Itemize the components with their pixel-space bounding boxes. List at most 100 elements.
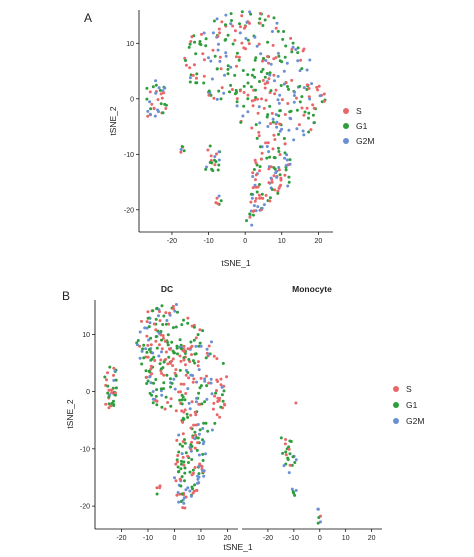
point-g1 [252, 68, 255, 72]
point-s [176, 454, 180, 457]
panel-a-y-label: tSNE_2 [108, 106, 118, 136]
point-s [205, 374, 208, 378]
point-g2m [316, 507, 320, 511]
point-s [216, 202, 220, 206]
point-s [194, 433, 198, 437]
point-g1 [291, 490, 295, 494]
point-g1 [195, 448, 199, 452]
point-g1 [164, 395, 168, 399]
point-s [260, 97, 263, 101]
point-s [276, 189, 280, 193]
point-s [242, 26, 246, 30]
point-g2m [157, 314, 160, 318]
point-g2m [216, 48, 220, 52]
x-tick-label: -10 [203, 238, 213, 245]
point-s [161, 334, 165, 338]
point-s [178, 354, 182, 358]
point-s [218, 31, 222, 35]
point-s [278, 153, 282, 157]
point-s [184, 392, 188, 395]
point-g2m [160, 350, 163, 354]
point-s [174, 479, 178, 483]
point-s [114, 391, 117, 395]
point-g2m [195, 396, 198, 400]
point-g1 [179, 500, 183, 503]
point-s [211, 407, 215, 411]
point-g2m [264, 59, 268, 62]
point-g1 [177, 450, 181, 454]
point-g1 [265, 115, 269, 119]
point-s [305, 83, 309, 87]
point-s [189, 413, 193, 417]
point-s [315, 85, 319, 89]
point-s [212, 354, 216, 358]
point-g2m [285, 153, 289, 157]
point-s [273, 188, 277, 192]
point-g1 [170, 381, 174, 385]
point-s [215, 152, 218, 156]
point-s [233, 38, 237, 42]
point-s [235, 97, 239, 101]
point-g2m [285, 158, 289, 162]
point-g1 [246, 38, 250, 42]
point-g1 [191, 359, 195, 363]
point-g1 [293, 461, 297, 464]
point-g2m [194, 400, 198, 404]
point-s [253, 98, 257, 102]
point-g2m [144, 347, 148, 351]
point-g1 [226, 33, 230, 37]
point-g1 [136, 339, 140, 342]
point-g2m [204, 452, 207, 456]
x-tick-label: 0 [318, 535, 322, 542]
point-g1 [141, 347, 145, 351]
point-s [145, 334, 149, 338]
point-s [219, 383, 223, 387]
point-s [218, 55, 222, 59]
point-s [189, 40, 193, 43]
point-g1 [213, 421, 217, 425]
point-g2m [210, 340, 213, 344]
point-g2m [292, 138, 296, 142]
point-g2m [154, 91, 158, 95]
point-s [219, 377, 223, 381]
point-g1 [194, 52, 198, 56]
point-g2m [197, 432, 201, 436]
point-g1 [300, 67, 304, 71]
point-s [196, 441, 199, 445]
point-g1 [164, 322, 168, 326]
point-g1 [106, 384, 110, 388]
point-g2m [148, 375, 152, 379]
point-s [220, 86, 224, 90]
point-s [107, 388, 111, 392]
point-g1 [155, 388, 159, 392]
point-g2m [173, 309, 177, 313]
point-g2m [173, 476, 176, 480]
point-g1 [284, 168, 288, 172]
point-g2m [294, 48, 298, 51]
point-s [191, 73, 195, 77]
point-s [277, 186, 281, 190]
point-s [192, 489, 196, 493]
point-g1 [160, 304, 164, 308]
point-g2m [275, 125, 279, 129]
point-s [235, 64, 238, 68]
point-s [190, 353, 193, 357]
point-g1 [226, 64, 230, 68]
point-g1 [258, 17, 262, 21]
legend-swatch-s [343, 108, 349, 114]
point-s [288, 463, 292, 467]
point-g1 [146, 316, 150, 320]
point-g1 [145, 86, 149, 90]
point-g1 [198, 40, 202, 43]
point-g1 [159, 387, 163, 391]
point-g1 [190, 458, 194, 461]
point-g1 [219, 97, 223, 101]
point-g2m [276, 98, 280, 102]
point-s [199, 376, 203, 380]
point-g1 [154, 335, 158, 339]
point-s [300, 106, 304, 110]
point-g1 [181, 416, 185, 420]
point-s [284, 438, 288, 441]
legend-label-s: S [356, 106, 362, 116]
point-g1 [148, 391, 152, 395]
